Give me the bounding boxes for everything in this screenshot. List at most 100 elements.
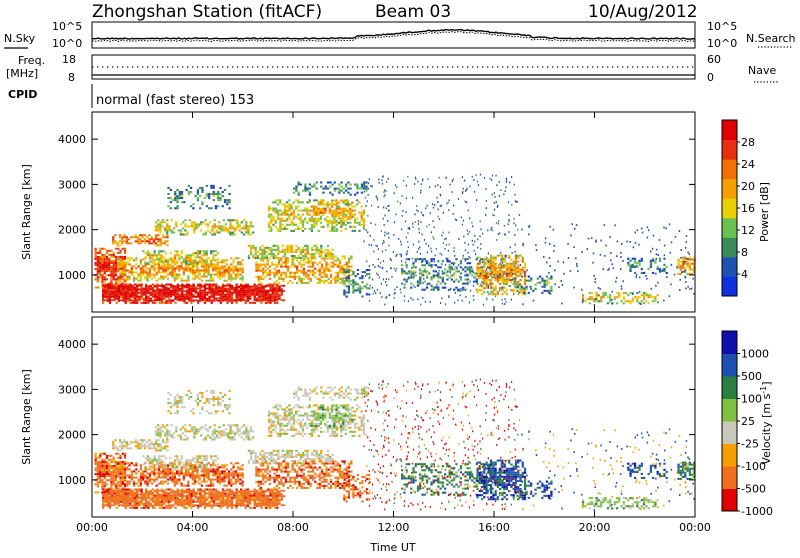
power-echo-cell	[185, 189, 187, 191]
power-echo-cell	[479, 285, 481, 287]
date-label: 10/Aug/2012	[588, 2, 698, 22]
power-echo-cell	[309, 201, 311, 203]
power-echo-cell	[437, 274, 438, 276]
power-echo-cell	[263, 294, 265, 296]
power-echo-cell	[291, 247, 293, 249]
power-echo-cell	[430, 279, 432, 281]
power-echo-cell	[691, 288, 693, 290]
power-echo-cell	[361, 224, 363, 226]
power-echo-cell	[469, 262, 471, 264]
power-echo-cell	[467, 258, 469, 260]
power-echo-cell	[476, 291, 478, 293]
power-echo-cell	[428, 264, 430, 266]
power-echo-cell	[177, 292, 179, 294]
power-echo-cell	[510, 281, 512, 283]
power-echo-cell	[162, 263, 164, 265]
power-echo-cell	[206, 195, 208, 197]
power-echo-cell	[313, 199, 315, 201]
power-echo-cell	[199, 290, 201, 292]
power-echo-cell	[343, 188, 345, 190]
power-echo-cell	[359, 285, 361, 287]
power-echo-cell	[104, 286, 106, 288]
power-echo-cell	[125, 286, 127, 288]
power-echo-cell	[291, 264, 293, 266]
power-echo-cell	[261, 249, 263, 251]
power-echo-cell	[348, 260, 350, 262]
power-echo-cell	[156, 262, 158, 264]
power-echo-cell	[126, 257, 128, 259]
power-echo-cell	[479, 271, 481, 273]
power-echo-cell	[288, 214, 290, 216]
power-echo-cell	[169, 263, 171, 265]
velocity-echo-cell	[117, 475, 119, 477]
power-echo-cell	[197, 199, 199, 201]
power-echo-cell	[282, 251, 284, 253]
power-echo-cell	[270, 220, 272, 222]
power-echo-cell	[548, 278, 550, 280]
power-echo-cell	[508, 220, 509, 222]
power-echo-cell	[347, 188, 349, 190]
power-echo-cell	[302, 214, 304, 216]
power-echo-cell	[102, 299, 104, 301]
power-echo-cell	[330, 282, 332, 284]
power-echo-cell	[638, 296, 640, 298]
power-echo-cell	[304, 249, 306, 251]
power-echo-cell	[174, 278, 176, 280]
power-echo-cell	[227, 227, 229, 229]
power-echo-cell	[677, 267, 679, 269]
power-echo-cell	[307, 274, 309, 276]
power-echo-cell	[499, 263, 501, 265]
velocity-echo-cell	[97, 469, 99, 471]
power-echo-cell	[114, 242, 116, 244]
power-echo-cell	[307, 278, 309, 280]
power-echo-cell	[424, 289, 426, 291]
power-echo-cell	[345, 200, 347, 202]
power-echo-cell	[334, 264, 336, 266]
power-echo-cell	[168, 292, 170, 294]
power-echo-cell	[320, 247, 322, 249]
power-echo-cell	[115, 274, 117, 276]
velocity-echo-cell	[95, 455, 97, 457]
power-echo-cell	[160, 244, 162, 246]
power-echo-cell	[97, 278, 99, 280]
power-echo-cell	[448, 232, 449, 234]
power-echo-cell	[508, 255, 510, 257]
power-echo-cell	[411, 274, 412, 276]
power-echo-cell	[176, 189, 178, 191]
power-echo-cell	[202, 299, 204, 301]
power-echo-cell	[643, 294, 645, 296]
velocity-echo-cell	[101, 461, 103, 463]
power-echo-cell	[291, 260, 293, 262]
power-echo-cell	[377, 245, 378, 247]
power-echo-cell	[197, 193, 199, 195]
power-echo-cell	[344, 274, 346, 276]
power-echo-cell	[417, 251, 418, 253]
power-echo-cell	[196, 225, 198, 227]
power-echo-cell	[188, 285, 190, 287]
power-echo-cell	[176, 252, 178, 254]
power-echo-cell	[304, 186, 306, 188]
power-echo-cell	[235, 292, 237, 294]
power-echo-cell	[205, 265, 207, 267]
power-echo-cell	[221, 259, 223, 261]
power-echo-cell	[215, 193, 217, 195]
power-echo-cell	[180, 231, 182, 233]
power-echo-cell	[323, 282, 325, 284]
power-echo-cell	[258, 292, 260, 294]
power-echo-cell	[122, 294, 124, 296]
power-echo-cell	[298, 249, 300, 251]
power-echo-cell	[243, 219, 245, 221]
power-echo-cell	[388, 178, 389, 180]
power-echo-cell	[322, 208, 324, 210]
station-title: Zhongshan Station (fitACF)	[92, 2, 322, 22]
power-echo-cell	[662, 269, 664, 271]
power-echo-cell	[164, 240, 166, 242]
power-echo-cell	[293, 216, 295, 218]
velocity-echo-cell	[152, 488, 154, 490]
power-echo-cell	[229, 227, 231, 229]
power-echo-cell	[320, 208, 322, 210]
power-echo-cell	[138, 285, 140, 287]
power-echo-cell	[328, 264, 330, 266]
power-echo-cell	[258, 288, 260, 290]
power-echo-cell	[239, 274, 241, 276]
